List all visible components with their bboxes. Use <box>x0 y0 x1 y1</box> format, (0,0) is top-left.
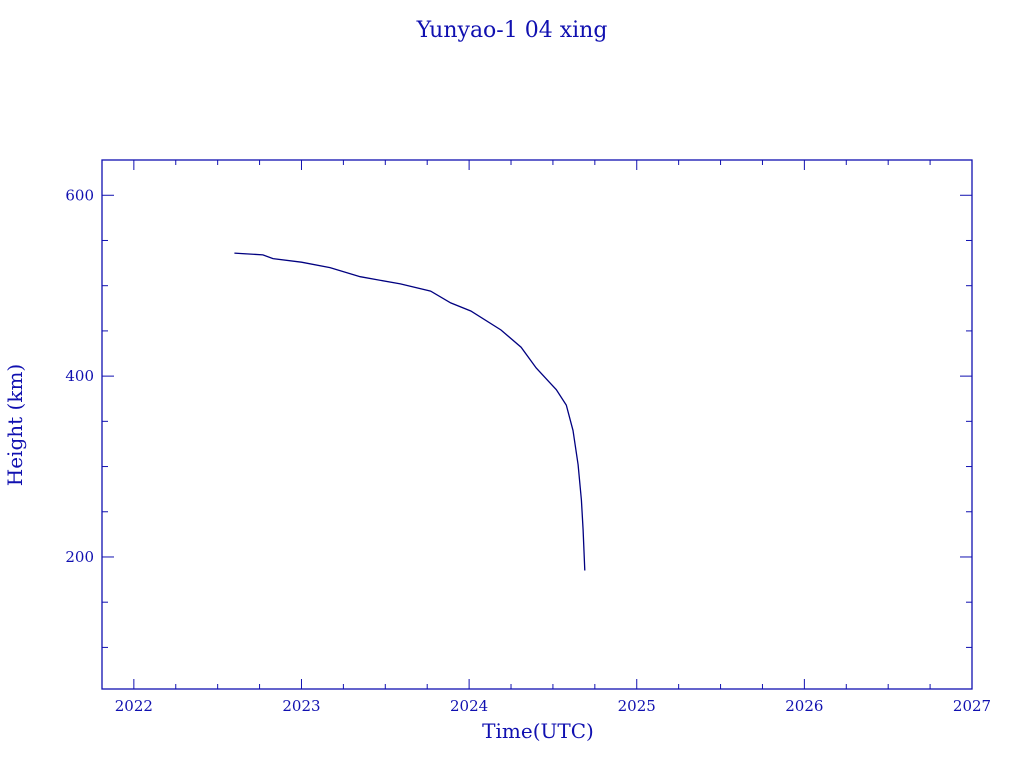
y-tick-label: 600 <box>65 186 94 204</box>
chart-title: Yunyao-1 04 xing <box>416 18 608 43</box>
x-tick-label: 2027 <box>953 697 991 715</box>
plot-frame <box>101 159 973 690</box>
y-tick-label: 400 <box>65 367 94 385</box>
x-axis-label: Time(UTC) <box>482 719 594 743</box>
x-tick-label: 2024 <box>450 697 488 715</box>
x-tick-label: 2025 <box>618 697 656 715</box>
y-tick-label: 200 <box>65 548 94 566</box>
x-tick-label: 2022 <box>115 697 153 715</box>
height-series-line <box>234 252 586 571</box>
x-tick-label: 2026 <box>785 697 823 715</box>
x-tick-label: 2023 <box>282 697 320 715</box>
y-axis-label: Height (km) <box>3 364 27 486</box>
